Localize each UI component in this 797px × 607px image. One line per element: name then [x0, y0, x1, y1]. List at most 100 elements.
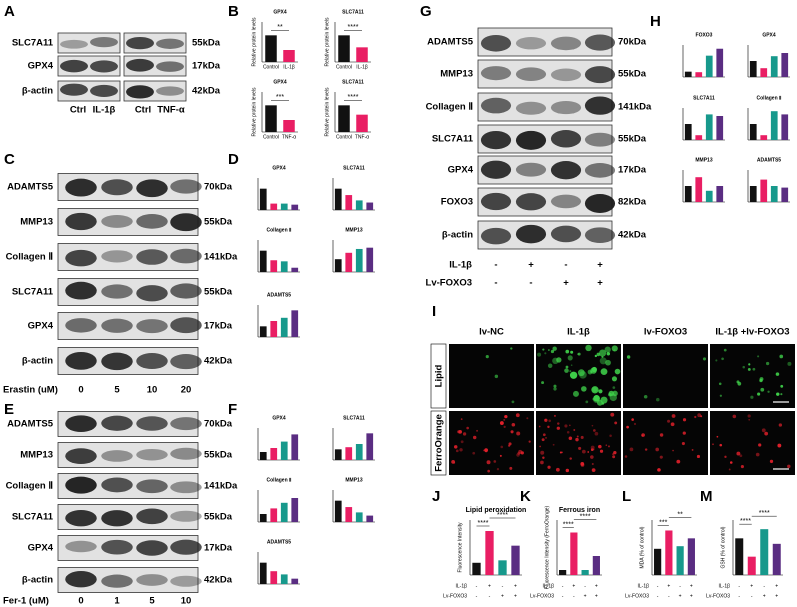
cell-signal — [719, 394, 722, 397]
blot-band — [170, 213, 202, 232]
lane-label: Ctrl — [70, 105, 86, 116]
chart-title: Ferrous iron — [559, 507, 600, 514]
bar — [334, 449, 342, 460]
blot-band — [136, 353, 168, 370]
cell-signal — [712, 443, 714, 446]
cell-signal — [759, 378, 763, 383]
bar — [760, 68, 768, 77]
cell-signal — [577, 352, 581, 356]
bar — [749, 124, 757, 140]
treatment-sign: - — [584, 583, 586, 589]
bar — [355, 248, 363, 272]
treatment-sign: + — [514, 593, 517, 599]
cell-signal — [542, 433, 546, 437]
cell-signal — [577, 369, 585, 377]
cell-signal — [748, 363, 751, 366]
lane-label: 0 — [78, 596, 83, 607]
row-label: SLC7A11 — [12, 512, 54, 523]
kda-label: 17kDa — [618, 165, 647, 176]
kda-label: 42kDa — [192, 86, 221, 97]
cell-signal — [575, 437, 579, 442]
chart-title: SLC7A11 — [342, 9, 364, 15]
chart-title: GPX4 — [272, 415, 286, 421]
bar — [570, 532, 578, 575]
cell-signal — [472, 451, 476, 455]
bar — [280, 203, 288, 210]
cell-signal — [598, 389, 603, 394]
bar — [291, 498, 299, 522]
treatment-sign: - — [494, 278, 497, 289]
lane-label: 1 — [114, 596, 120, 607]
blot-band — [65, 351, 97, 370]
row-label: MMP13 — [440, 69, 473, 80]
treatment-sign: - — [657, 583, 659, 589]
row-label-box — [430, 410, 447, 476]
cell-signal — [629, 447, 634, 452]
treatment-sign: + — [488, 583, 491, 589]
cell-signal — [593, 429, 596, 432]
row-label: ADAMTS5 — [7, 419, 54, 430]
blot-band — [170, 353, 202, 370]
sig-label: ** — [277, 24, 283, 31]
cell-signal — [765, 361, 770, 366]
cell-signal — [606, 352, 611, 356]
row-label: β-actin — [22, 86, 53, 97]
bar — [280, 261, 288, 272]
bar — [676, 546, 684, 575]
blot-band — [126, 36, 154, 50]
y-axis-label: Relative protein levels — [324, 87, 330, 136]
row-label: GPX4 — [28, 321, 54, 332]
treatment-sign: + — [750, 583, 753, 589]
cell-signal — [614, 421, 618, 425]
panel-label: L — [622, 488, 631, 505]
cell-signal — [594, 431, 599, 436]
bar — [511, 545, 520, 575]
row-label: SLC7A11 — [432, 134, 474, 145]
blot-band — [136, 319, 168, 334]
blot-band — [156, 86, 184, 96]
bar — [259, 562, 267, 584]
panel-label: C — [4, 151, 15, 168]
treatment-name: Lv-FOXO3 — [443, 593, 467, 599]
cell-signal — [451, 459, 456, 464]
y-axis-label: Relative protein levels — [251, 87, 257, 136]
cell-signal — [775, 372, 780, 376]
blot-band — [515, 36, 547, 50]
cell-signal — [716, 435, 719, 438]
cell-signal — [778, 423, 783, 427]
blot-band — [101, 450, 133, 462]
treatment-name: Lv-FOXO3 — [426, 278, 472, 289]
row-label: SLC7A11 — [12, 287, 54, 298]
cell-signal — [570, 350, 574, 354]
cell-signal — [542, 456, 545, 459]
cell-signal — [540, 450, 545, 455]
cell-signal — [681, 441, 685, 446]
cell-signal — [591, 463, 594, 466]
cell-signal — [587, 451, 590, 453]
bar — [716, 116, 724, 140]
bar — [760, 529, 769, 575]
cell-signal — [719, 443, 723, 447]
bar — [345, 447, 353, 460]
y-axis-label: GSH (% of control) — [720, 526, 726, 568]
blot-band — [65, 212, 97, 231]
cell-signal — [553, 414, 556, 417]
cell-signal — [787, 464, 791, 469]
bar — [760, 135, 768, 140]
bar — [781, 53, 789, 77]
cell-signal — [516, 431, 521, 436]
cell-signal — [750, 395, 754, 399]
bar — [749, 186, 757, 202]
blot-band — [550, 161, 582, 180]
sig-label: *** — [276, 94, 284, 101]
cell-signal — [460, 440, 464, 444]
cell-signal — [553, 387, 557, 391]
blot-band — [65, 571, 97, 588]
cell-signal — [566, 431, 570, 434]
bar — [355, 444, 363, 460]
row-label: GPX4 — [448, 165, 474, 176]
cell-signal — [742, 365, 746, 369]
lane-label: 5 — [149, 596, 155, 607]
bar — [291, 434, 299, 460]
cell-signal — [764, 431, 769, 436]
